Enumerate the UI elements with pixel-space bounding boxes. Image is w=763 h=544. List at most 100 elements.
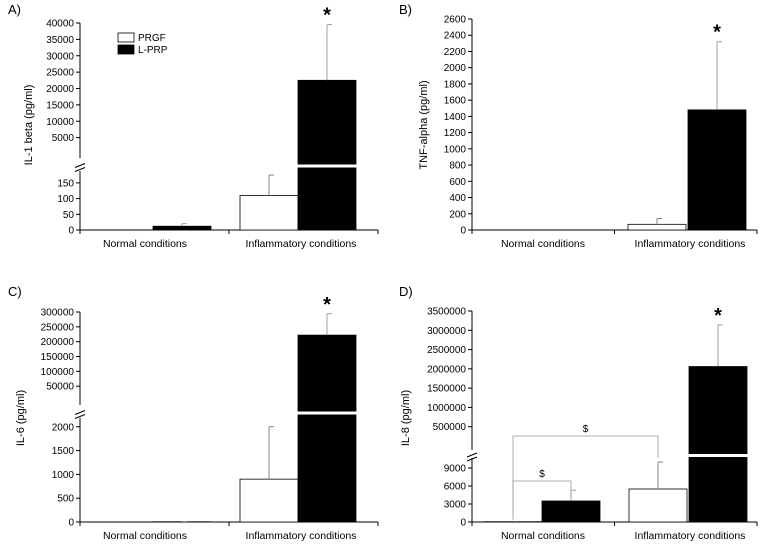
- y-tick-label: 150: [57, 178, 74, 189]
- y-tick-label: 1600: [444, 96, 467, 107]
- bar-lprp-1: [297, 79, 357, 231]
- significance-star: *: [714, 305, 722, 327]
- bracket-label: $: [583, 424, 589, 435]
- y-tick-label: 50: [63, 210, 75, 221]
- y-tick-label: 800: [449, 161, 466, 172]
- x-category-label: Inflammatory conditions: [246, 238, 357, 250]
- y-tick-label: 500000: [433, 422, 467, 433]
- y-tick-label: 25000: [46, 68, 74, 79]
- axis-break-mark: [466, 452, 478, 458]
- axis-break-mark: [74, 163, 86, 168]
- y-tick-label: 150000: [41, 352, 75, 363]
- y-tick-label: 3000000: [427, 326, 466, 337]
- y-tick-label: 200: [449, 209, 466, 220]
- y-tick-label: 1800: [444, 79, 467, 90]
- legend-swatch-prgf: [117, 32, 135, 43]
- y-axis-title: TNF-alpha (pg/ml): [418, 80, 430, 169]
- panel-c: C) IL-6 (pg/ml) 0 500 1000 1500 2000 50000 10000…: [8, 284, 379, 542]
- panel-d: D) IL-8 (pg/ml) 0 3000 6000 9000 500000 1000000…: [399, 284, 758, 542]
- bars: [627, 41, 747, 231]
- axes: 0 200 400 600 800 1000 1200 1400 1600 1800 2000 220…: [444, 15, 758, 237]
- y-tick-label: 1000: [444, 144, 467, 155]
- y-tick-label: 2000: [52, 422, 75, 433]
- bracket-line: [512, 435, 659, 515]
- bar-lprp-0: [541, 500, 601, 523]
- y-tick-label: 20000: [46, 84, 74, 95]
- y-tick-label: 3500000: [427, 307, 466, 318]
- bar-break-gap: [688, 454, 748, 457]
- significance-star: *: [323, 5, 331, 27]
- y-tick-label: 2500000: [427, 345, 466, 356]
- axis-break-mark: [466, 456, 478, 462]
- y-tick-label: 15000: [46, 100, 74, 111]
- y-tick-label: 100: [57, 194, 74, 205]
- y-tick-label: 10000: [46, 117, 74, 128]
- legend-swatch-lprp: [117, 44, 135, 55]
- y-tick-label: 250000: [41, 322, 75, 333]
- y-tick-label: 30000: [46, 51, 74, 62]
- bar-break-gap: [297, 164, 357, 168]
- y-tick-label: 0: [460, 226, 466, 237]
- bar-lprp-1: [688, 366, 748, 523]
- y-tick-label: 3000: [444, 500, 467, 511]
- bar-prgf-1: [239, 195, 299, 231]
- y-tick-label: 50000: [46, 382, 74, 393]
- significance-star: *: [713, 22, 721, 44]
- y-tick-label: 300000: [41, 308, 75, 319]
- y-tick-label: 40000: [46, 19, 74, 30]
- y-tick-label: 2200: [444, 47, 467, 58]
- y-tick-label: 100000: [41, 367, 75, 378]
- y-tick-label: 1500000: [427, 384, 466, 395]
- bar-lprp-0: [152, 225, 212, 231]
- y-tick-label: 0: [68, 226, 74, 237]
- panel-label: B): [399, 2, 412, 17]
- y-tick-label: 9000: [444, 464, 467, 475]
- y-axis-title: IL-1 beta (pg/ml): [23, 85, 35, 166]
- y-tick-label: 5000: [52, 133, 75, 144]
- x-category-label: Normal conditions: [103, 238, 187, 250]
- y-tick-label: 1200: [444, 128, 467, 139]
- y-tick-label: 0: [460, 518, 466, 529]
- y-tick-label: 6000: [444, 482, 467, 493]
- x-category-label: Normal conditions: [501, 530, 585, 542]
- bar-lprp-1: [297, 334, 357, 523]
- y-tick-label: 1400: [444, 112, 467, 123]
- panel-a: A) IL-1 beta (pg/ml) 0 50 100 150 5000 10000 150…: [8, 2, 379, 250]
- legend-label-lprp: L-PRP: [138, 45, 168, 56]
- y-tick-label: 2600: [444, 15, 467, 26]
- y-tick-label: 0: [68, 518, 74, 529]
- x-category-label: Inflammatory conditions: [635, 238, 746, 250]
- y-axis-title: IL-6 (pg/ml): [15, 390, 27, 446]
- y-tick-label: 200000: [41, 337, 75, 348]
- y-tick-label: 400: [449, 193, 466, 204]
- axis-break-mark: [74, 167, 86, 172]
- x-category-label: Inflammatory conditions: [246, 530, 357, 542]
- y-tick-label: 500: [57, 494, 74, 505]
- axes: 0 500 1000 1500 2000 50000 100000 150000 200000 2…: [41, 308, 379, 529]
- bar-prgf-1: [628, 488, 688, 523]
- y-tick-label: 2000000: [427, 364, 466, 375]
- legend-label-prgf: PRGF: [138, 33, 166, 44]
- x-category-label: Normal conditions: [103, 530, 187, 542]
- panel-b: B) TNF-alpha (pg/ml) 0 200 400 600 800 1000 1200…: [399, 2, 758, 250]
- y-tick-label: 2400: [444, 31, 467, 42]
- y-tick-label: 1000000: [427, 403, 466, 414]
- x-category-label: Normal conditions: [501, 238, 585, 250]
- y-tick-label: 1500: [52, 446, 75, 457]
- bar-prgf-1: [239, 478, 299, 523]
- bar-lprp-1: [687, 109, 747, 231]
- x-category-label: Inflammatory conditions: [635, 530, 746, 542]
- axes: 0 50 100 150 5000 10000 15000 20000 25000 30000 35…: [46, 19, 379, 237]
- y-tick-label: 35000: [46, 35, 74, 46]
- panel-label: C): [8, 284, 22, 299]
- panel-label: D): [399, 284, 413, 299]
- bars: [483, 324, 748, 523]
- panel-label: A): [8, 2, 21, 17]
- bar-prgf-1: [627, 223, 687, 231]
- significance-bracket: $: [512, 424, 659, 515]
- significance-star: *: [323, 294, 331, 316]
- bars: [152, 313, 357, 523]
- bracket-label: $: [539, 469, 545, 480]
